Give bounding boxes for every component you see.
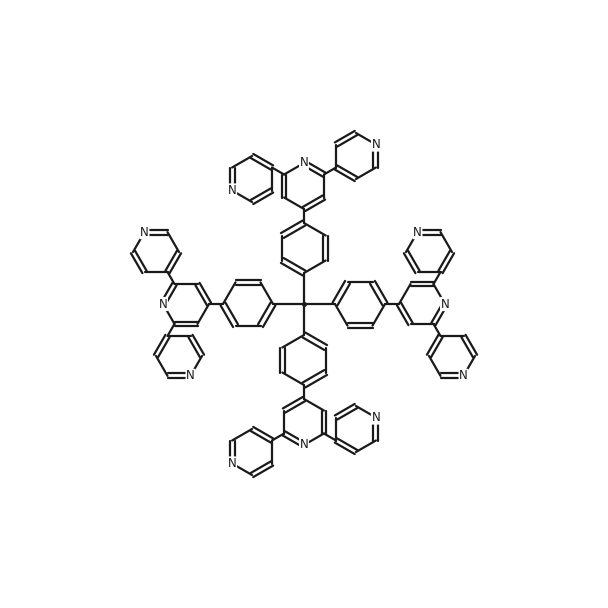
Text: N: N (300, 438, 308, 452)
Text: N: N (459, 370, 468, 382)
Text: N: N (441, 297, 449, 311)
Text: N: N (371, 411, 380, 424)
Text: N: N (300, 156, 308, 170)
Text: N: N (140, 226, 149, 238)
Text: N: N (186, 370, 195, 382)
Text: N: N (159, 297, 167, 311)
Text: N: N (228, 184, 237, 197)
Text: N: N (371, 138, 380, 151)
Text: N: N (228, 457, 237, 470)
Text: N: N (413, 226, 422, 238)
